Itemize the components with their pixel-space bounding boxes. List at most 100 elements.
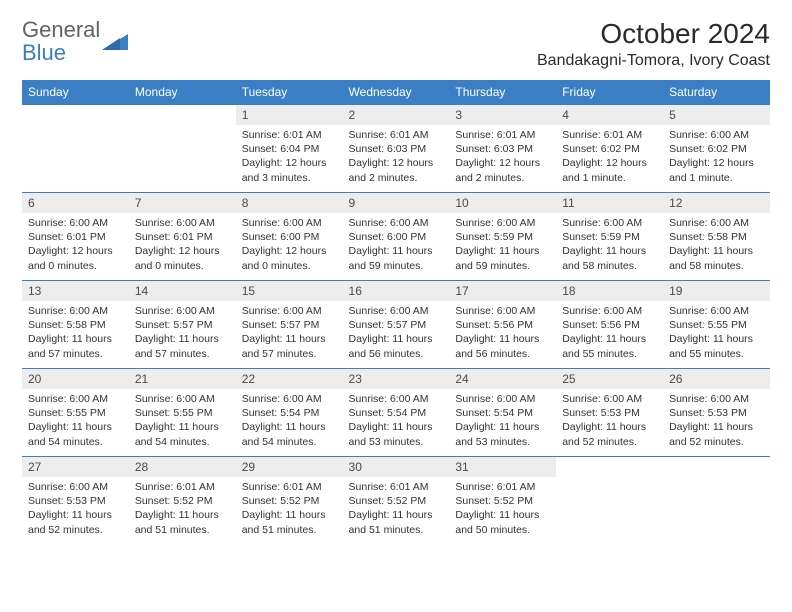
sunset-text: Sunset: 5:58 PM	[28, 318, 123, 332]
calendar-day-cell: 17Sunrise: 6:00 AMSunset: 5:56 PMDayligh…	[449, 281, 556, 369]
calendar-day-cell: 16Sunrise: 6:00 AMSunset: 5:57 PMDayligh…	[343, 281, 450, 369]
daylight-text: Daylight: 11 hours and 54 minutes.	[242, 420, 337, 448]
calendar-day-cell: 12Sunrise: 6:00 AMSunset: 5:58 PMDayligh…	[663, 193, 770, 281]
calendar-day-cell: ..	[663, 457, 770, 545]
day-details: Sunrise: 6:00 AMSunset: 5:57 PMDaylight:…	[343, 301, 450, 367]
calendar-table: Sunday Monday Tuesday Wednesday Thursday…	[22, 80, 770, 545]
day-details: Sunrise: 6:01 AMSunset: 5:52 PMDaylight:…	[129, 477, 236, 543]
sunrise-text: Sunrise: 6:00 AM	[455, 304, 550, 318]
sunrise-text: Sunrise: 6:00 AM	[669, 392, 764, 406]
sunset-text: Sunset: 5:54 PM	[349, 406, 444, 420]
weekday-header: Friday	[556, 80, 663, 105]
sunset-text: Sunset: 6:02 PM	[562, 142, 657, 156]
calendar-week-row: 6Sunrise: 6:00 AMSunset: 6:01 PMDaylight…	[22, 193, 770, 281]
calendar-day-cell: 23Sunrise: 6:00 AMSunset: 5:54 PMDayligh…	[343, 369, 450, 457]
daylight-text: Daylight: 11 hours and 57 minutes.	[242, 332, 337, 360]
day-details: Sunrise: 6:00 AMSunset: 5:56 PMDaylight:…	[556, 301, 663, 367]
location: Bandakagni-Tomora, Ivory Coast	[537, 52, 770, 70]
title-block: October 2024 Bandakagni-Tomora, Ivory Co…	[537, 18, 770, 70]
weekday-header: Tuesday	[236, 80, 343, 105]
calendar-day-cell: 24Sunrise: 6:00 AMSunset: 5:54 PMDayligh…	[449, 369, 556, 457]
daylight-text: Daylight: 12 hours and 1 minute.	[669, 156, 764, 184]
daylight-text: Daylight: 11 hours and 50 minutes.	[455, 508, 550, 536]
day-details: Sunrise: 6:00 AMSunset: 5:59 PMDaylight:…	[556, 213, 663, 279]
calendar-day-cell: 31Sunrise: 6:01 AMSunset: 5:52 PMDayligh…	[449, 457, 556, 545]
sunset-text: Sunset: 6:00 PM	[349, 230, 444, 244]
sunrise-text: Sunrise: 6:00 AM	[28, 392, 123, 406]
sunrise-text: Sunrise: 6:00 AM	[135, 304, 230, 318]
daylight-text: Daylight: 12 hours and 2 minutes.	[349, 156, 444, 184]
sunrise-text: Sunrise: 6:01 AM	[242, 480, 337, 494]
calendar-week-row: 13Sunrise: 6:00 AMSunset: 5:58 PMDayligh…	[22, 281, 770, 369]
day-details: Sunrise: 6:00 AMSunset: 6:00 PMDaylight:…	[236, 213, 343, 279]
weekday-header: Sunday	[22, 80, 129, 105]
day-details: Sunrise: 6:00 AMSunset: 5:56 PMDaylight:…	[449, 301, 556, 367]
sunset-text: Sunset: 5:53 PM	[562, 406, 657, 420]
weekday-header: Saturday	[663, 80, 770, 105]
day-number: 25	[556, 369, 663, 389]
daylight-text: Daylight: 11 hours and 53 minutes.	[455, 420, 550, 448]
sunset-text: Sunset: 5:58 PM	[669, 230, 764, 244]
sunset-text: Sunset: 5:57 PM	[349, 318, 444, 332]
calendar-day-cell: 20Sunrise: 6:00 AMSunset: 5:55 PMDayligh…	[22, 369, 129, 457]
sunrise-text: Sunrise: 6:00 AM	[349, 392, 444, 406]
sunset-text: Sunset: 5:52 PM	[242, 494, 337, 508]
daylight-text: Daylight: 11 hours and 51 minutes.	[242, 508, 337, 536]
day-number: 7	[129, 193, 236, 213]
day-number: 6	[22, 193, 129, 213]
daylight-text: Daylight: 11 hours and 51 minutes.	[349, 508, 444, 536]
day-details: Sunrise: 6:00 AMSunset: 6:01 PMDaylight:…	[22, 213, 129, 279]
sunrise-text: Sunrise: 6:00 AM	[669, 304, 764, 318]
daylight-text: Daylight: 11 hours and 56 minutes.	[455, 332, 550, 360]
day-number: 12	[663, 193, 770, 213]
day-number: 1	[236, 105, 343, 125]
calendar-day-cell: ..	[556, 457, 663, 545]
sunrise-text: Sunrise: 6:00 AM	[242, 216, 337, 230]
calendar-day-cell: 4Sunrise: 6:01 AMSunset: 6:02 PMDaylight…	[556, 105, 663, 193]
day-details: Sunrise: 6:01 AMSunset: 5:52 PMDaylight:…	[449, 477, 556, 543]
day-details: Sunrise: 6:00 AMSunset: 5:53 PMDaylight:…	[556, 389, 663, 455]
calendar-day-cell: 7Sunrise: 6:00 AMSunset: 6:01 PMDaylight…	[129, 193, 236, 281]
daylight-text: Daylight: 11 hours and 57 minutes.	[28, 332, 123, 360]
sunset-text: Sunset: 6:01 PM	[135, 230, 230, 244]
sunrise-text: Sunrise: 6:00 AM	[669, 216, 764, 230]
daylight-text: Daylight: 12 hours and 2 minutes.	[455, 156, 550, 184]
sunrise-text: Sunrise: 6:00 AM	[455, 216, 550, 230]
calendar-day-cell: 15Sunrise: 6:00 AMSunset: 5:57 PMDayligh…	[236, 281, 343, 369]
calendar-day-cell: 9Sunrise: 6:00 AMSunset: 6:00 PMDaylight…	[343, 193, 450, 281]
calendar-day-cell: 2Sunrise: 6:01 AMSunset: 6:03 PMDaylight…	[343, 105, 450, 193]
sunrise-text: Sunrise: 6:00 AM	[28, 304, 123, 318]
calendar-day-cell: 11Sunrise: 6:00 AMSunset: 5:59 PMDayligh…	[556, 193, 663, 281]
day-details: Sunrise: 6:00 AMSunset: 6:00 PMDaylight:…	[343, 213, 450, 279]
day-number: 19	[663, 281, 770, 301]
sunrise-text: Sunrise: 6:00 AM	[349, 216, 444, 230]
day-details: Sunrise: 6:01 AMSunset: 5:52 PMDaylight:…	[236, 477, 343, 543]
weekday-header-row: Sunday Monday Tuesday Wednesday Thursday…	[22, 80, 770, 105]
calendar-day-cell: 1Sunrise: 6:01 AMSunset: 6:04 PMDaylight…	[236, 105, 343, 193]
sunrise-text: Sunrise: 6:01 AM	[349, 128, 444, 142]
day-details: Sunrise: 6:01 AMSunset: 5:52 PMDaylight:…	[343, 477, 450, 543]
daylight-text: Daylight: 11 hours and 59 minutes.	[349, 244, 444, 272]
calendar-day-cell: 21Sunrise: 6:00 AMSunset: 5:55 PMDayligh…	[129, 369, 236, 457]
day-details: Sunrise: 6:00 AMSunset: 5:57 PMDaylight:…	[236, 301, 343, 367]
calendar-day-cell: 18Sunrise: 6:00 AMSunset: 5:56 PMDayligh…	[556, 281, 663, 369]
day-number: 16	[343, 281, 450, 301]
day-number: 14	[129, 281, 236, 301]
daylight-text: Daylight: 11 hours and 59 minutes.	[455, 244, 550, 272]
sunrise-text: Sunrise: 6:00 AM	[562, 304, 657, 318]
daylight-text: Daylight: 11 hours and 52 minutes.	[669, 420, 764, 448]
sunrise-text: Sunrise: 6:00 AM	[562, 392, 657, 406]
sunset-text: Sunset: 5:53 PM	[28, 494, 123, 508]
sunrise-text: Sunrise: 6:01 AM	[455, 128, 550, 142]
daylight-text: Daylight: 11 hours and 52 minutes.	[28, 508, 123, 536]
sunset-text: Sunset: 5:53 PM	[669, 406, 764, 420]
sunset-text: Sunset: 6:00 PM	[242, 230, 337, 244]
day-details: Sunrise: 6:00 AMSunset: 5:55 PMDaylight:…	[663, 301, 770, 367]
day-details: Sunrise: 6:00 AMSunset: 5:59 PMDaylight:…	[449, 213, 556, 279]
daylight-text: Daylight: 11 hours and 54 minutes.	[28, 420, 123, 448]
sunrise-text: Sunrise: 6:01 AM	[562, 128, 657, 142]
sunset-text: Sunset: 6:01 PM	[28, 230, 123, 244]
day-details: Sunrise: 6:00 AMSunset: 5:53 PMDaylight:…	[663, 389, 770, 455]
calendar-day-cell: 14Sunrise: 6:00 AMSunset: 5:57 PMDayligh…	[129, 281, 236, 369]
calendar-day-cell: 29Sunrise: 6:01 AMSunset: 5:52 PMDayligh…	[236, 457, 343, 545]
